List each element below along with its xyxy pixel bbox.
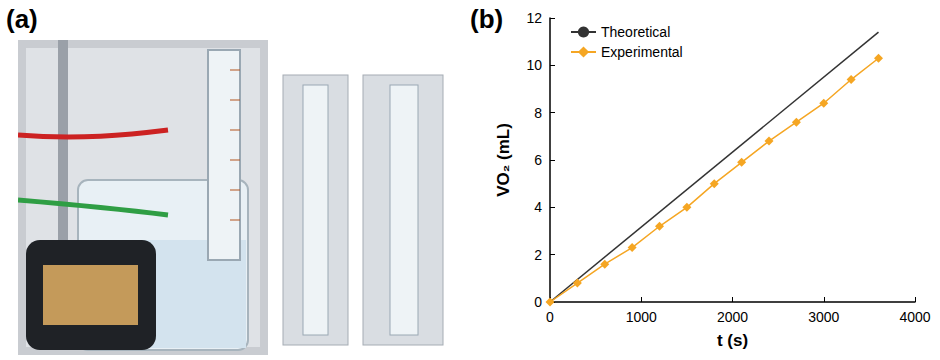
svg-text:Theoretical: Theoretical [601,24,670,40]
svg-text:1000: 1000 [626,309,657,325]
svg-text:2000: 2000 [717,309,748,325]
svg-text:12: 12 [526,10,542,26]
html-text:(b): (b) [470,4,504,34]
svg-text:10: 10 [526,57,542,73]
svg-text:4: 4 [534,199,542,215]
svg-text:VO₂ (mL): VO₂ (mL) [494,123,513,197]
svg-text:0: 0 [534,294,542,310]
html-text:(a): (a) [6,4,38,34]
svg-text:6: 6 [534,152,542,168]
svg-text:4000: 4000 [899,309,930,325]
svg-text:0: 0 [546,309,554,325]
svg-text:2: 2 [534,247,542,263]
svg-text:t (s): t (s) [717,331,748,350]
svg-text:3000: 3000 [808,309,839,325]
svg-text:Experimental: Experimental [601,44,683,60]
svg-text:8: 8 [534,105,542,121]
